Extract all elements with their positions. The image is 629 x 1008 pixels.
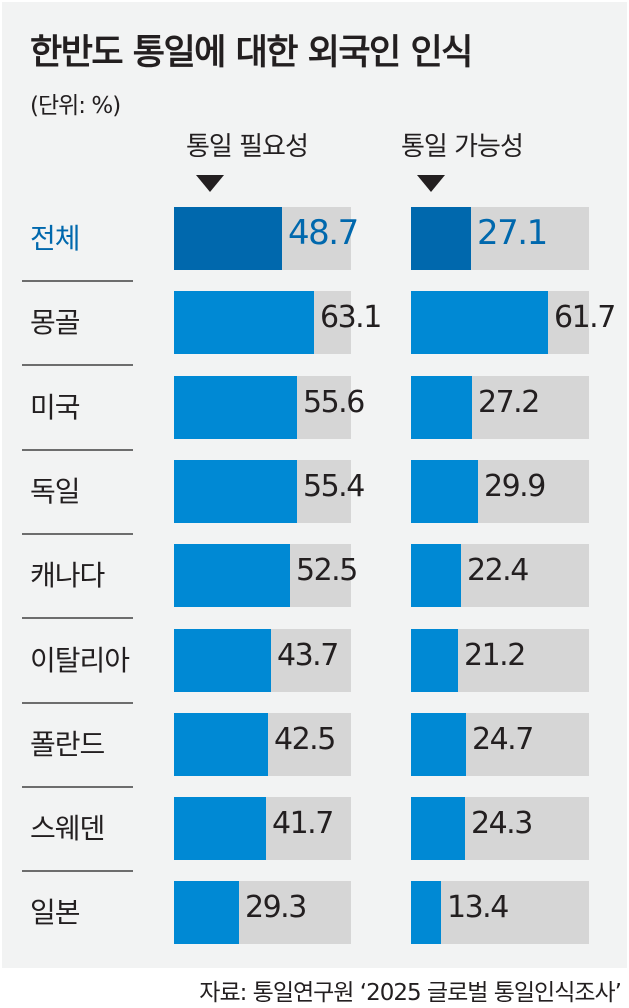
table-row: 폴란드 42.5 24.7 bbox=[0, 712, 629, 776]
bar-track-need: 48.7 bbox=[174, 207, 359, 270]
country-label: 이탈리아 bbox=[30, 643, 130, 677]
bar-need bbox=[174, 207, 282, 270]
bar-need bbox=[174, 797, 266, 861]
row-divider bbox=[22, 870, 133, 873]
bar-track-possible: 24.7 bbox=[411, 712, 589, 776]
bar-track-need: 55.6 bbox=[174, 375, 365, 439]
unit-label: (단위: %) bbox=[30, 93, 121, 119]
bar-need bbox=[174, 291, 314, 355]
bar-track-need: 63.1 bbox=[174, 291, 382, 355]
bar-possible bbox=[411, 881, 441, 945]
row-divider bbox=[22, 785, 133, 788]
country-label: 일본 bbox=[30, 896, 81, 930]
value-need: 43.7 bbox=[277, 637, 339, 673]
table-row: 일본 29.3 13.4 bbox=[0, 881, 629, 945]
country-label: 몽골 bbox=[30, 306, 81, 340]
country-label: 스웨덴 bbox=[30, 812, 105, 846]
bar-need bbox=[174, 459, 297, 523]
table-row: 스웨덴 41.7 24.3 bbox=[0, 797, 629, 861]
bar-track-possible: 61.7 bbox=[411, 291, 616, 355]
bar-track-need: 43.7 bbox=[174, 628, 351, 692]
row-divider bbox=[22, 701, 133, 704]
bar-track-possible: 27.2 bbox=[411, 375, 589, 439]
value-possible: 22.4 bbox=[467, 553, 529, 589]
bar-track-possible: 29.9 bbox=[411, 459, 589, 523]
value-need: 48.7 bbox=[288, 213, 359, 253]
value-possible: 27.1 bbox=[477, 213, 548, 253]
bar-possible bbox=[411, 628, 458, 692]
bar-need bbox=[174, 544, 290, 608]
bar-track-possible: 27.1 bbox=[411, 207, 589, 270]
bar-possible bbox=[411, 797, 465, 861]
bar-need bbox=[174, 712, 268, 776]
bar-track-need: 55.4 bbox=[174, 459, 365, 523]
bar-possible bbox=[411, 712, 466, 776]
row-divider bbox=[22, 364, 133, 367]
row-divider bbox=[22, 617, 133, 620]
table-row: 독일 55.4 29.9 bbox=[0, 459, 629, 523]
bar-track-possible: 21.2 bbox=[411, 628, 589, 692]
bar-need bbox=[174, 628, 271, 692]
source-note: 자료: 통일연구원 ‘2025 글로벌 통일인식조사’ bbox=[199, 980, 622, 1006]
value-need: 42.5 bbox=[274, 721, 336, 757]
value-possible: 13.4 bbox=[447, 890, 509, 926]
value-need: 29.3 bbox=[245, 890, 307, 926]
value-possible: 24.7 bbox=[472, 721, 534, 757]
value-need: 55.4 bbox=[303, 468, 365, 504]
value-need: 52.5 bbox=[296, 553, 358, 589]
country-label: 캐나다 bbox=[30, 559, 105, 593]
down-arrow-icon bbox=[196, 175, 224, 192]
table-row: 이탈리아 43.7 21.2 bbox=[0, 628, 629, 692]
bar-possible bbox=[411, 207, 471, 270]
row-divider bbox=[22, 532, 133, 535]
bar-possible bbox=[411, 291, 548, 355]
bar-track-possible: 24.3 bbox=[411, 797, 589, 861]
table-row: 몽골 63.1 61.7 bbox=[0, 291, 629, 355]
country-label: 미국 bbox=[30, 390, 81, 424]
table-row: 전체 48.7 27.1 bbox=[0, 207, 629, 270]
row-divider bbox=[22, 448, 133, 451]
bar-need bbox=[174, 881, 239, 945]
bar-track-need: 41.7 bbox=[174, 797, 351, 861]
table-row: 캐나다 52.5 22.4 bbox=[0, 544, 629, 608]
country-label: 폴란드 bbox=[30, 727, 105, 761]
value-possible: 29.9 bbox=[484, 468, 546, 504]
down-arrow-icon bbox=[417, 175, 445, 192]
country-label: 독일 bbox=[30, 474, 81, 508]
country-label: 전체 bbox=[30, 222, 81, 255]
bar-track-need: 29.3 bbox=[174, 881, 351, 945]
value-need: 55.6 bbox=[303, 384, 365, 420]
bar-need bbox=[174, 375, 297, 439]
chart-title: 한반도 통일에 대한 외국인 인식 bbox=[30, 33, 473, 73]
bar-possible bbox=[411, 375, 472, 439]
value-need: 63.1 bbox=[320, 300, 382, 336]
value-need: 41.7 bbox=[272, 806, 334, 842]
bar-track-possible: 22.4 bbox=[411, 544, 589, 608]
bar-possible bbox=[411, 544, 461, 608]
value-possible: 21.2 bbox=[464, 637, 526, 673]
table-row: 미국 55.6 27.2 bbox=[0, 375, 629, 439]
column-header-possible: 통일 가능성 bbox=[401, 132, 524, 162]
value-possible: 61.7 bbox=[554, 300, 616, 336]
bar-track-possible: 13.4 bbox=[411, 881, 589, 945]
value-possible: 27.2 bbox=[478, 384, 540, 420]
bar-possible bbox=[411, 459, 478, 523]
value-possible: 24.3 bbox=[471, 806, 533, 842]
column-header-need: 통일 필요성 bbox=[186, 132, 309, 162]
bar-track-need: 42.5 bbox=[174, 712, 351, 776]
bar-track-need: 52.5 bbox=[174, 544, 358, 608]
row-divider bbox=[22, 280, 133, 282]
